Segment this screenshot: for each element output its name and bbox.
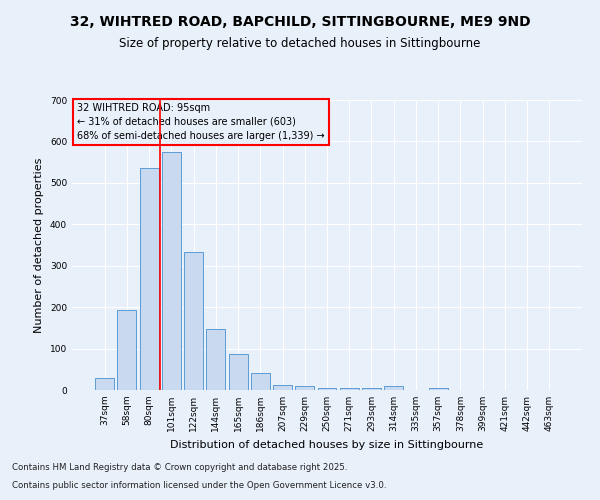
Text: 32 WIHTRED ROAD: 95sqm
← 31% of detached houses are smaller (603)
68% of semi-de: 32 WIHTRED ROAD: 95sqm ← 31% of detached… [77,103,325,141]
Bar [295,386,314,390]
Text: Contains HM Land Registry data © Crown copyright and database right 2025.: Contains HM Land Registry data © Crown c… [12,464,347,472]
Bar [317,388,337,390]
Bar [384,386,403,390]
Bar [95,378,114,390]
Text: Contains public sector information licensed under the Open Government Licence v3: Contains public sector information licen… [12,481,386,490]
Bar [340,388,359,390]
Bar [118,310,136,390]
Bar [429,388,448,390]
Bar [206,328,225,390]
Text: Size of property relative to detached houses in Sittingbourne: Size of property relative to detached ho… [119,38,481,51]
Bar [251,374,270,390]
Bar [362,388,381,390]
Bar [229,354,248,390]
Bar [273,384,292,390]
Text: 32, WIHTRED ROAD, BAPCHILD, SITTINGBOURNE, ME9 9ND: 32, WIHTRED ROAD, BAPCHILD, SITTINGBOURN… [70,15,530,29]
Bar [184,252,203,390]
Y-axis label: Number of detached properties: Number of detached properties [34,158,44,332]
Bar [162,152,181,390]
Bar [140,168,158,390]
X-axis label: Distribution of detached houses by size in Sittingbourne: Distribution of detached houses by size … [170,440,484,450]
